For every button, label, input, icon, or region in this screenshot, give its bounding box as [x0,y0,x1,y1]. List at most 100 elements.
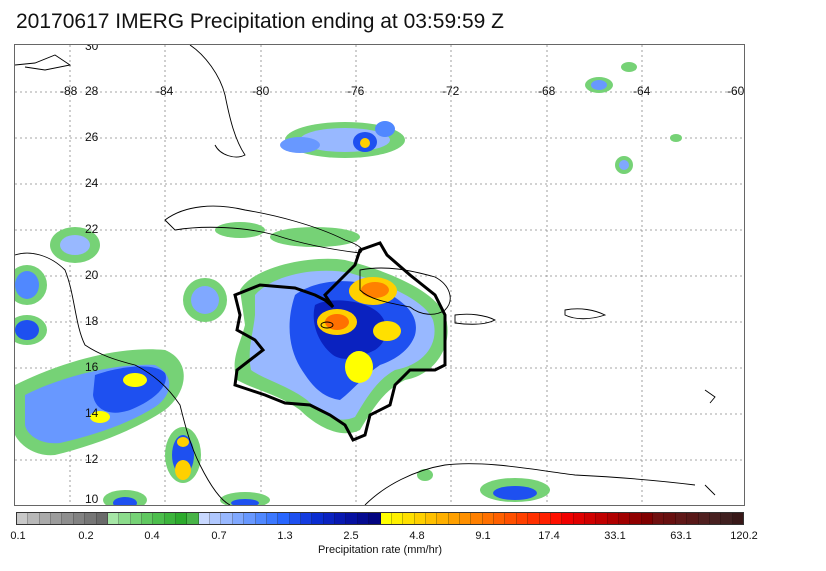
colorbar-swatch [584,513,597,524]
colorbar-tick: 0.2 [78,530,94,542]
colorbar-swatch [414,513,426,524]
lon-label-88: -88 [60,84,78,98]
lon-label-80: -80 [252,84,270,98]
colorbar-swatch [675,513,688,524]
colorbar-tick: 17.4 [538,530,560,542]
colorbar-swatch [482,513,495,524]
colorbar-swatch [244,513,256,524]
colorbar-swatch [312,513,324,524]
colorbar-swatch [687,513,699,524]
colorbar-swatch [437,513,449,524]
colorbar-swatch [96,513,108,524]
colorbar-tick: 1.3 [277,530,293,542]
colorbar-swatch [73,513,86,524]
colorbar-swatch [357,513,370,524]
colorbar-swatch [369,513,381,524]
lon-label-72: -72 [442,84,460,98]
colorbar-swatch [266,513,279,524]
colorbar-swatch [528,513,540,524]
map-title: 20170617 IMERG Precipitation ending at 0… [16,10,504,33]
colorbar-label: Precipitation rate (mm/hr) [317,544,443,556]
colorbar-swatch [28,513,40,524]
colorbar-swatch [289,513,301,524]
colorbar-swatch [210,513,222,524]
colorbar-swatch [51,513,63,524]
colorbar-swatch [607,513,620,524]
lat-label-10: 10 [85,492,99,506]
colorbar-swatch [505,513,517,524]
colorbar-swatch [278,513,290,524]
colorbar-swatch [164,513,177,524]
colorbar-swatch [335,513,347,524]
colorbar-swatch [619,513,631,524]
colorbar-swatch [698,513,710,524]
lat-label-22: 22 [85,222,99,236]
colorbar-swatch [198,513,211,524]
colorbar-swatch [187,513,199,524]
lon-label-84: -84 [156,84,174,98]
colorbar-swatch [221,513,233,524]
colorbar-swatch [664,513,676,524]
colorbar-swatch [403,513,415,524]
colorbar-swatch [391,513,404,524]
colorbar-swatch [641,513,654,524]
colorbar-swatch [85,513,97,524]
colorbar-swatch [539,513,551,524]
colorbar-swatch [448,513,461,524]
colorbar-tick: 0.4 [144,530,160,542]
coastlines [15,45,716,505]
precipitation-field [15,62,682,505]
colorbar-tick: 2.5 [343,530,359,542]
colorbar-swatch [17,513,29,524]
colorbar-swatch [425,513,438,524]
colorbar-swatch [323,513,336,524]
colorbar-swatch [153,513,165,524]
lat-label-16: 16 [85,360,99,374]
lat-label-14: 14 [85,406,99,420]
colorbar-swatch [709,513,722,524]
lat-label-26: 26 [85,130,99,144]
colorbar-swatch [562,513,574,524]
colorbar-swatch [300,513,313,524]
colorbar-swatch [550,513,563,524]
colorbar-swatch [130,513,142,524]
lat-label-28: 28 [85,84,99,98]
colorbar-swatch [141,513,154,524]
colorbar-swatch [107,513,120,524]
colorbar-swatch [516,513,529,524]
colorbar-swatch [460,513,472,524]
lat-label-18: 18 [85,314,99,328]
colorbar-swatch [232,513,245,524]
colorbar-tick: 63.1 [670,530,692,542]
colorbar-swatch [255,513,267,524]
lat-label-12: 12 [85,452,99,466]
colorbar-swatch [653,513,665,524]
colorbar-swatch [471,513,483,524]
colorbar-swatch [721,513,733,524]
colorbar-swatch [494,513,506,524]
highlighted-region-outline [233,241,447,442]
lon-label-64: -64 [633,84,651,98]
colorbar-swatch [573,513,585,524]
map-canvas [15,45,744,505]
colorbar-swatch [732,513,743,524]
colorbar-swatch [39,513,52,524]
lat-label-30: 30 [85,44,99,53]
colorbar-swatch [62,513,74,524]
colorbar-swatch [176,513,188,524]
colorbar-tick: 0.1 [10,530,26,542]
colorbar-tick: 33.1 [604,530,626,542]
colorbar-swatch [596,513,608,524]
colorbar-swatch [380,513,392,524]
lon-label-60: -60 [727,84,745,98]
lat-label-20: 20 [85,268,99,282]
colorbar [16,512,744,525]
colorbar-tick: 9.1 [475,530,491,542]
colorbar-tick: 120.2 [730,530,758,542]
lon-label-68: -68 [538,84,556,98]
colorbar-swatch [630,513,642,524]
colorbar-swatch [346,513,358,524]
lat-label-24: 24 [85,176,99,190]
precipitation-map: 30 28 26 24 22 20 18 16 14 12 10 -88 -84… [14,44,745,506]
lon-label-76: -76 [347,84,365,98]
